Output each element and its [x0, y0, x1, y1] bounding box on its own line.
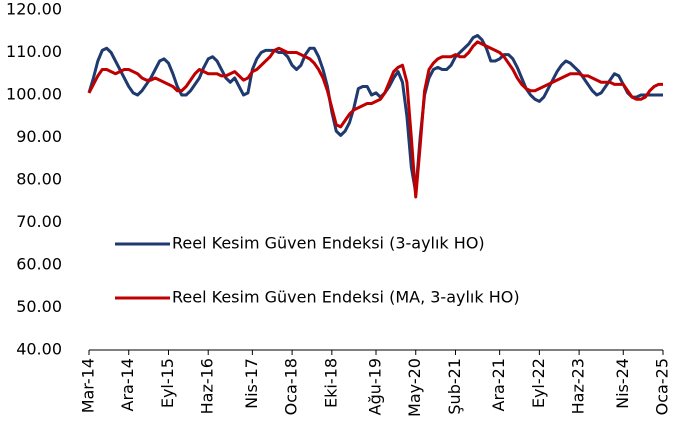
y-tick-label: 120.00	[6, 0, 62, 19]
legend-label: Reel Kesim Güven Endeksi (3-aylık HO)	[172, 234, 485, 253]
x-tick-label: Haz-23	[569, 358, 588, 414]
x-tick-label: Ağu-19	[366, 358, 385, 415]
x-tick-label: Eyl-22	[529, 358, 548, 408]
x-tick-label: Eyl-15	[158, 358, 177, 408]
y-tick-label: 70.00	[16, 212, 62, 231]
y-tick-label: 90.00	[16, 127, 62, 146]
x-tick-label: Haz-16	[198, 358, 217, 414]
legend-label: Reel Kesim Güven Endeksi (MA, 3-aylık HO…	[172, 288, 520, 307]
y-tick-label: 40.00	[16, 340, 62, 359]
y-tick-label: 80.00	[16, 170, 62, 189]
x-tick-label: May-20	[405, 358, 424, 417]
y-tick-label: 110.00	[6, 42, 62, 61]
x-tick-label: Nis-17	[242, 358, 261, 409]
x-tick-label: Ara-14	[118, 358, 137, 411]
x-tick-label: Oca-25	[653, 358, 672, 415]
x-tick-label: Ara-21	[489, 358, 508, 411]
series-line	[87, 40, 663, 199]
x-tick-label: Eki-18	[321, 358, 340, 408]
series-line	[87, 34, 663, 195]
y-tick-label: 60.00	[16, 255, 62, 274]
x-tick-label: Mar-14	[79, 358, 98, 413]
y-tick-label: 100.00	[6, 85, 62, 104]
y-tick-label: 50.00	[16, 297, 62, 316]
x-tick-label: Nis-24	[613, 358, 632, 409]
x-tick-label: Şub-21	[445, 358, 464, 415]
x-tick-label: Oca-18	[282, 358, 301, 415]
